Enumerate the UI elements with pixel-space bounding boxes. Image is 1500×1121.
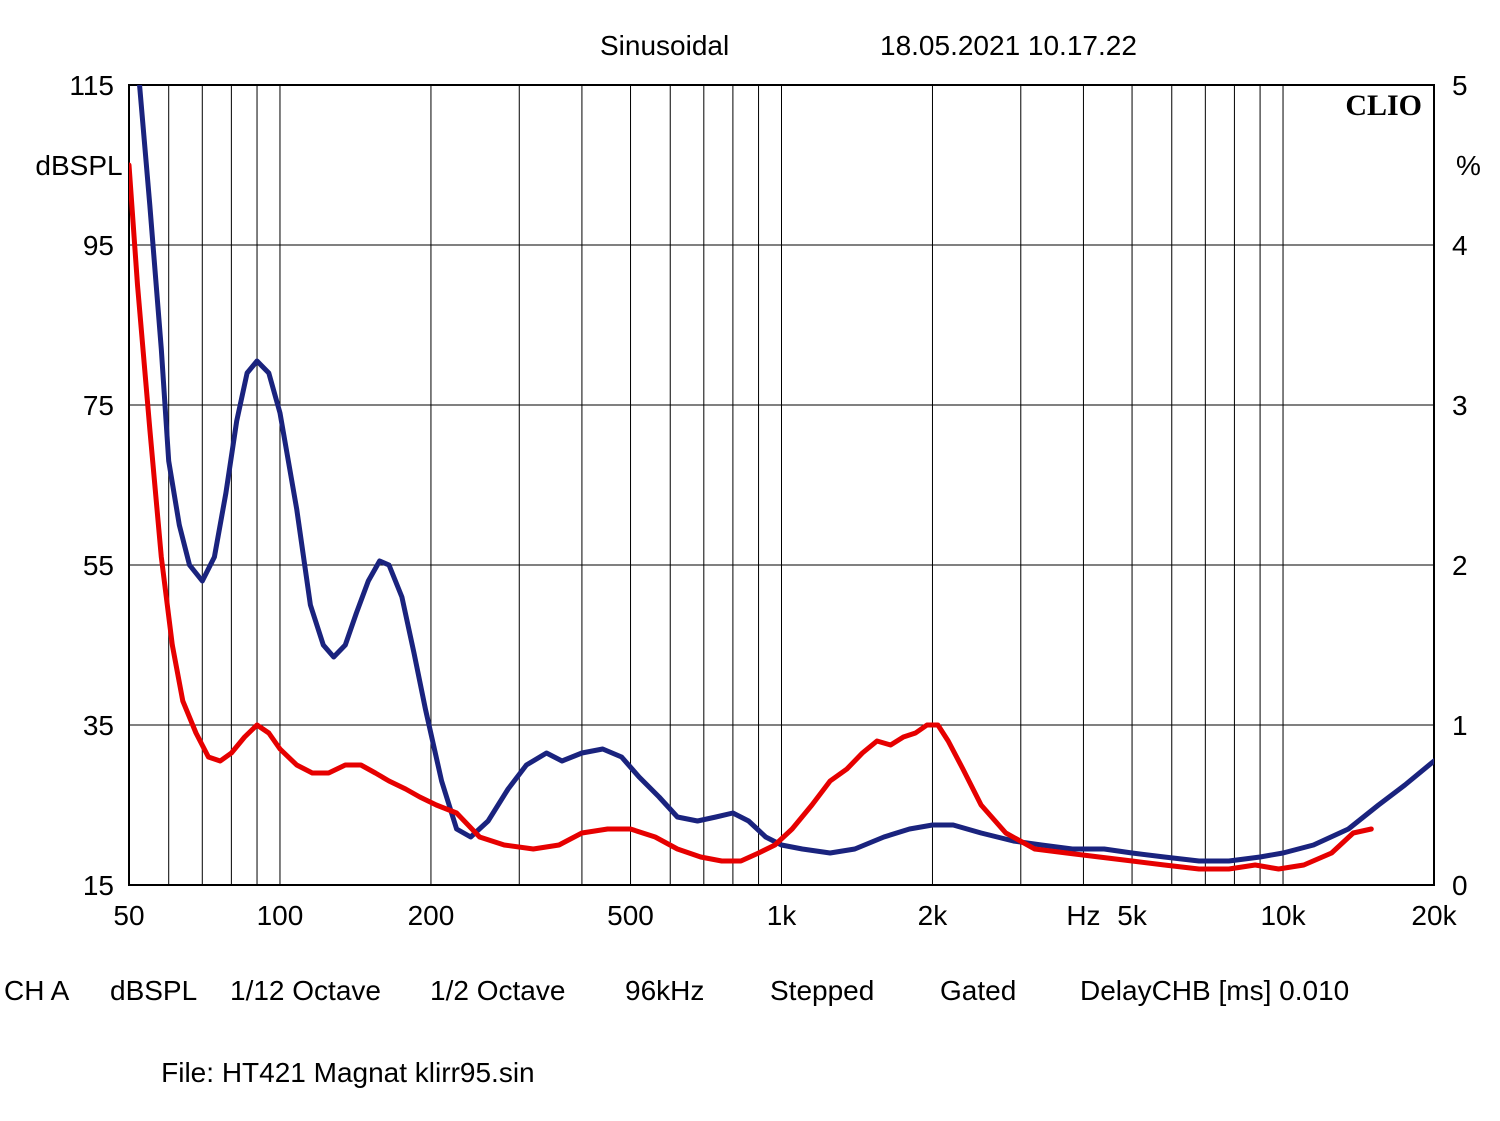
svg-text:95: 95	[83, 230, 114, 261]
param-1: dBSPL	[110, 975, 197, 1007]
svg-text:200: 200	[408, 900, 455, 930]
series-red	[129, 165, 1371, 869]
svg-text:15: 15	[83, 870, 114, 901]
frequency-response-chart: 501002005001k2k5k10k20kHz1535557595115dB…	[0, 0, 1500, 930]
svg-text:4: 4	[1452, 230, 1468, 261]
svg-text:0: 0	[1452, 870, 1468, 901]
file-info: File: HT421 Magnat klirr95.sin	[130, 1025, 535, 1121]
svg-text:100: 100	[257, 900, 304, 930]
svg-text:1: 1	[1452, 710, 1468, 741]
param-4: 96kHz	[625, 975, 704, 1007]
file-prefix: File:	[161, 1057, 222, 1088]
param-3: 1/2 Octave	[430, 975, 565, 1007]
chart-timestamp: 18.05.2021 10.17.22	[880, 30, 1137, 62]
param-2: 1/12 Octave	[230, 975, 381, 1007]
param-6: Gated	[940, 975, 1016, 1007]
svg-text:2: 2	[1452, 550, 1468, 581]
svg-text:20k: 20k	[1411, 900, 1457, 930]
svg-text:1k: 1k	[767, 900, 798, 930]
svg-text:500: 500	[607, 900, 654, 930]
svg-text:3: 3	[1452, 390, 1468, 421]
clio-watermark: CLIO	[1345, 89, 1422, 122]
svg-text:10k: 10k	[1260, 900, 1306, 930]
param-7: DelayCHB [ms] 0.010	[1080, 975, 1349, 1007]
clio-measurement-page: Sinusoidal 18.05.2021 10.17.22 501002005…	[0, 0, 1500, 1074]
file-name: HT421 Magnat klirr95.sin	[222, 1057, 535, 1088]
y-left-label: dBSPL	[35, 150, 122, 181]
svg-text:115: 115	[69, 70, 114, 101]
svg-text:2k: 2k	[918, 900, 949, 930]
svg-text:35: 35	[83, 710, 114, 741]
chart-title: Sinusoidal	[600, 30, 729, 62]
param-5: Stepped	[770, 975, 874, 1007]
svg-text:75: 75	[83, 390, 114, 421]
svg-text:Hz: Hz	[1066, 900, 1100, 930]
svg-text:55: 55	[83, 550, 114, 581]
param-0: CH A	[4, 975, 69, 1007]
y-right-label: %	[1456, 150, 1481, 181]
svg-text:50: 50	[113, 900, 144, 930]
svg-text:5: 5	[1452, 70, 1468, 101]
svg-text:5k: 5k	[1117, 900, 1148, 930]
